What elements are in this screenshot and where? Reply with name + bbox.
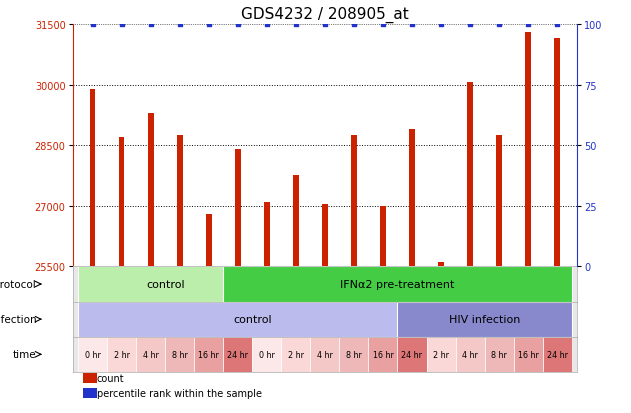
Text: 16 hr: 16 hr: [199, 350, 220, 359]
Text: 16 hr: 16 hr: [517, 350, 538, 359]
Bar: [136, 337, 165, 372]
Point: [146, 21, 156, 28]
Text: 8 hr: 8 hr: [491, 350, 507, 359]
Point: [436, 21, 446, 28]
Bar: [543, 337, 572, 372]
Text: 0 hr: 0 hr: [85, 350, 101, 359]
Bar: [78, 267, 252, 302]
Bar: [235, 150, 240, 413]
Bar: [293, 176, 298, 413]
Bar: [90, 89, 95, 413]
Point: [291, 21, 301, 28]
Bar: [322, 204, 327, 413]
Point: [494, 21, 504, 28]
Text: 24 hr: 24 hr: [546, 350, 567, 359]
Bar: [398, 337, 427, 372]
Bar: [380, 206, 386, 413]
Bar: [514, 337, 543, 372]
Text: 24 hr: 24 hr: [401, 350, 423, 359]
Title: GDS4232 / 208905_at: GDS4232 / 208905_at: [241, 7, 409, 24]
Point: [233, 21, 243, 28]
Point: [262, 21, 272, 28]
Bar: [351, 136, 357, 413]
Bar: [252, 337, 281, 372]
Point: [552, 21, 562, 28]
Text: 4 hr: 4 hr: [462, 350, 478, 359]
Point: [407, 21, 417, 28]
Text: protocol: protocol: [0, 279, 36, 290]
Bar: [555, 39, 560, 413]
Point: [204, 21, 214, 28]
Bar: [310, 337, 339, 372]
Text: 16 hr: 16 hr: [372, 350, 393, 359]
Bar: [281, 337, 310, 372]
Bar: [497, 136, 502, 413]
Text: 2 hr: 2 hr: [114, 350, 130, 359]
Text: percentile rank within the sample: percentile rank within the sample: [97, 388, 262, 398]
Bar: [468, 83, 473, 413]
Text: 4 hr: 4 hr: [317, 350, 333, 359]
Text: 24 hr: 24 hr: [227, 350, 249, 359]
Text: control: control: [233, 314, 272, 324]
Bar: [369, 337, 398, 372]
Text: 2 hr: 2 hr: [433, 350, 449, 359]
Text: control: control: [146, 279, 185, 290]
Point: [88, 21, 98, 28]
Bar: [194, 337, 223, 372]
Point: [175, 21, 185, 28]
Bar: [439, 263, 444, 413]
Point: [320, 21, 330, 28]
Bar: [398, 302, 572, 337]
Bar: [148, 114, 153, 413]
Bar: [78, 337, 107, 372]
Text: 4 hr: 4 hr: [143, 350, 159, 359]
Bar: [83, 388, 97, 398]
Point: [349, 21, 359, 28]
Text: count: count: [97, 373, 124, 383]
Bar: [264, 202, 269, 413]
Bar: [107, 337, 136, 372]
Bar: [526, 33, 531, 413]
Bar: [165, 337, 194, 372]
Bar: [456, 337, 485, 372]
Point: [523, 21, 533, 28]
Bar: [339, 337, 369, 372]
Text: time: time: [13, 349, 36, 359]
Point: [378, 21, 388, 28]
Text: infection: infection: [0, 314, 36, 324]
Bar: [206, 214, 211, 413]
Text: 8 hr: 8 hr: [346, 350, 362, 359]
Bar: [119, 138, 124, 413]
Bar: [177, 136, 182, 413]
Point: [465, 21, 475, 28]
Text: HIV infection: HIV infection: [449, 314, 520, 324]
Bar: [427, 337, 456, 372]
Bar: [223, 337, 252, 372]
Point: [117, 21, 127, 28]
Text: IFNα2 pre-treatment: IFNα2 pre-treatment: [340, 279, 455, 290]
Bar: [78, 302, 427, 337]
Text: 2 hr: 2 hr: [288, 350, 304, 359]
Text: 0 hr: 0 hr: [259, 350, 275, 359]
Bar: [83, 373, 97, 383]
Bar: [410, 130, 415, 413]
Bar: [223, 267, 572, 302]
Text: 8 hr: 8 hr: [172, 350, 188, 359]
Bar: [485, 337, 514, 372]
